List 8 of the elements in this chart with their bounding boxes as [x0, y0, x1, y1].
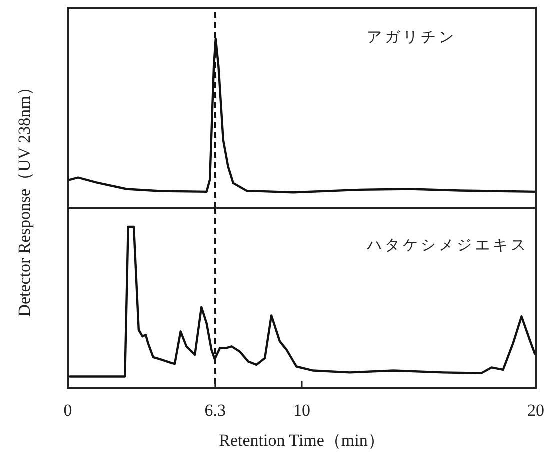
x-tick-label: 20 — [528, 401, 544, 420]
x-axis-title: Retention Time（min） — [219, 431, 385, 450]
x-tick-label: 10 — [294, 401, 310, 420]
x-tick-label: 6.3 — [204, 401, 226, 420]
annotation: アガリチン — [367, 30, 457, 46]
y-axis-title: Detector Response（UV 238nm） — [15, 79, 34, 317]
x-tick-label: 0 — [64, 401, 72, 420]
annotation: ハタケシメジエキス — [366, 238, 529, 254]
